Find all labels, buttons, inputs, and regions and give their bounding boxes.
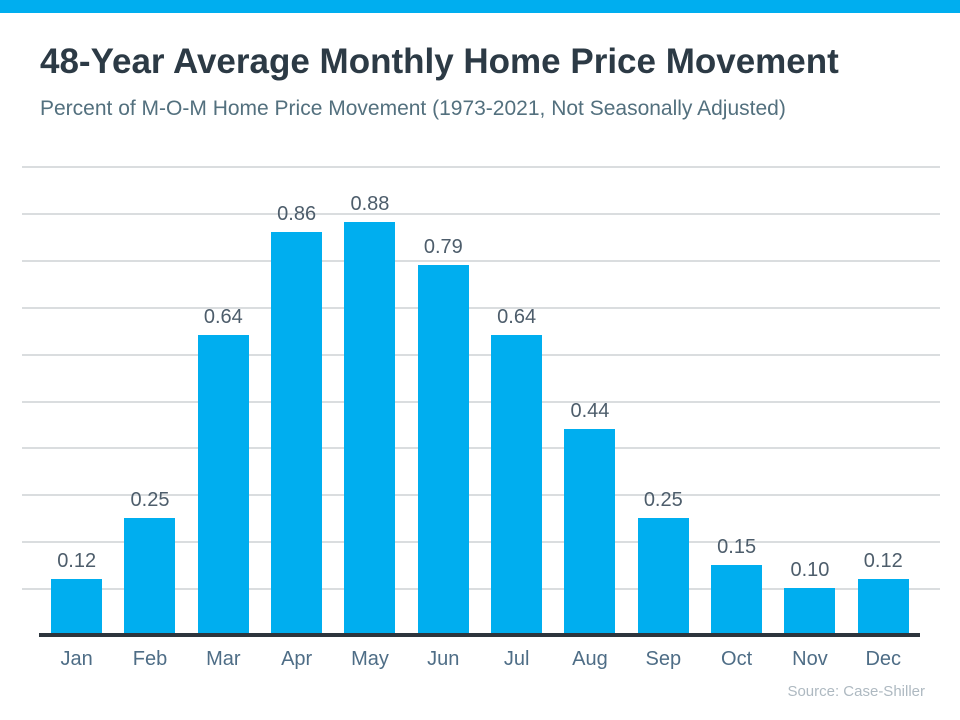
bar-value-label: 0.10	[790, 559, 830, 582]
gridline	[22, 166, 940, 168]
bar-column: 0.79	[407, 166, 480, 635]
x-axis-tick-label: Jun	[427, 648, 460, 670]
gridlines	[22, 166, 940, 635]
x-axis-tick-label: Dec	[865, 648, 902, 670]
bar-column: 0.25	[627, 166, 700, 635]
x-axis-tick-label: Mar	[206, 648, 241, 670]
x-axis-tick-label: Jan	[60, 648, 93, 670]
bars-row: 0.12 0.25 0.64 0.86 0.88 0.79 0.64 0.44 0.25 0.15…	[40, 166, 920, 635]
bar	[637, 517, 689, 635]
x-axis-tick-label: May	[351, 648, 389, 670]
gridline	[22, 447, 940, 450]
x-axis-tick-label: Aug	[572, 648, 608, 670]
gridline	[22, 259, 940, 262]
bar	[711, 564, 763, 635]
bar-column: 0.44	[553, 166, 626, 635]
bar-value-label: 0.86	[277, 202, 317, 225]
bar	[417, 264, 469, 635]
bar-column: 0.12	[40, 166, 113, 635]
bar	[491, 334, 543, 635]
bar-column: 0.86	[260, 166, 333, 635]
x-axis-tick-label: Jul	[503, 648, 530, 670]
bar-value-label: 0.44	[570, 399, 610, 422]
gridline	[22, 353, 940, 356]
gridline	[22, 541, 940, 544]
bar-value-label: 0.25	[643, 488, 683, 511]
chart-subtitle: Percent of M-O-M Home Price Movement (19…	[40, 97, 786, 120]
x-axis-tick-label: Nov	[792, 648, 828, 670]
bar	[51, 578, 103, 635]
bar-column: 0.12	[847, 166, 920, 635]
bar-value-label: 0.64	[497, 305, 537, 328]
bar-value-label: 0.25	[130, 488, 170, 511]
gridline	[22, 494, 940, 497]
bar-value-label: 0.15	[717, 535, 757, 558]
bar-column: 0.88	[333, 166, 406, 635]
x-axis-labels: Jan Feb Mar Apr May Jun Jul Aug Sep Oct Nov Dec	[40, 648, 920, 671]
bar	[124, 517, 176, 635]
bar-value-label: 0.88	[350, 193, 390, 216]
bar-value-label: 0.79	[423, 235, 463, 258]
x-axis-line	[39, 633, 920, 637]
x-axis-tick-label: Apr	[281, 648, 313, 670]
bar-column: 0.64	[187, 166, 260, 635]
bar-value-label: 0.64	[203, 305, 243, 328]
bar-column: 0.25	[113, 166, 186, 635]
gridline	[22, 212, 940, 215]
bar	[271, 231, 323, 635]
bar	[197, 334, 249, 635]
bar	[344, 222, 396, 635]
bar-column: 0.15	[700, 166, 773, 635]
bar-value-label: 0.12	[863, 549, 903, 572]
gridline	[22, 588, 940, 591]
gridline	[22, 400, 940, 403]
source-credit: Source: Case-Shiller	[787, 683, 925, 700]
bar	[564, 428, 616, 635]
bar-column: 0.64	[480, 166, 553, 635]
bar	[857, 578, 909, 635]
bar-value-label: 0.12	[57, 549, 97, 572]
bar	[784, 588, 836, 635]
chart-title: 48-Year Average Monthly Home Price Movem…	[40, 42, 839, 81]
bar-column: 0.10	[773, 166, 846, 635]
x-axis-tick-label: Feb	[132, 648, 168, 670]
x-axis-tick-label: Sep	[645, 648, 682, 670]
top-accent-bar	[0, 0, 960, 13]
gridline	[22, 306, 940, 309]
x-axis-tick-label: Oct	[721, 648, 753, 670]
